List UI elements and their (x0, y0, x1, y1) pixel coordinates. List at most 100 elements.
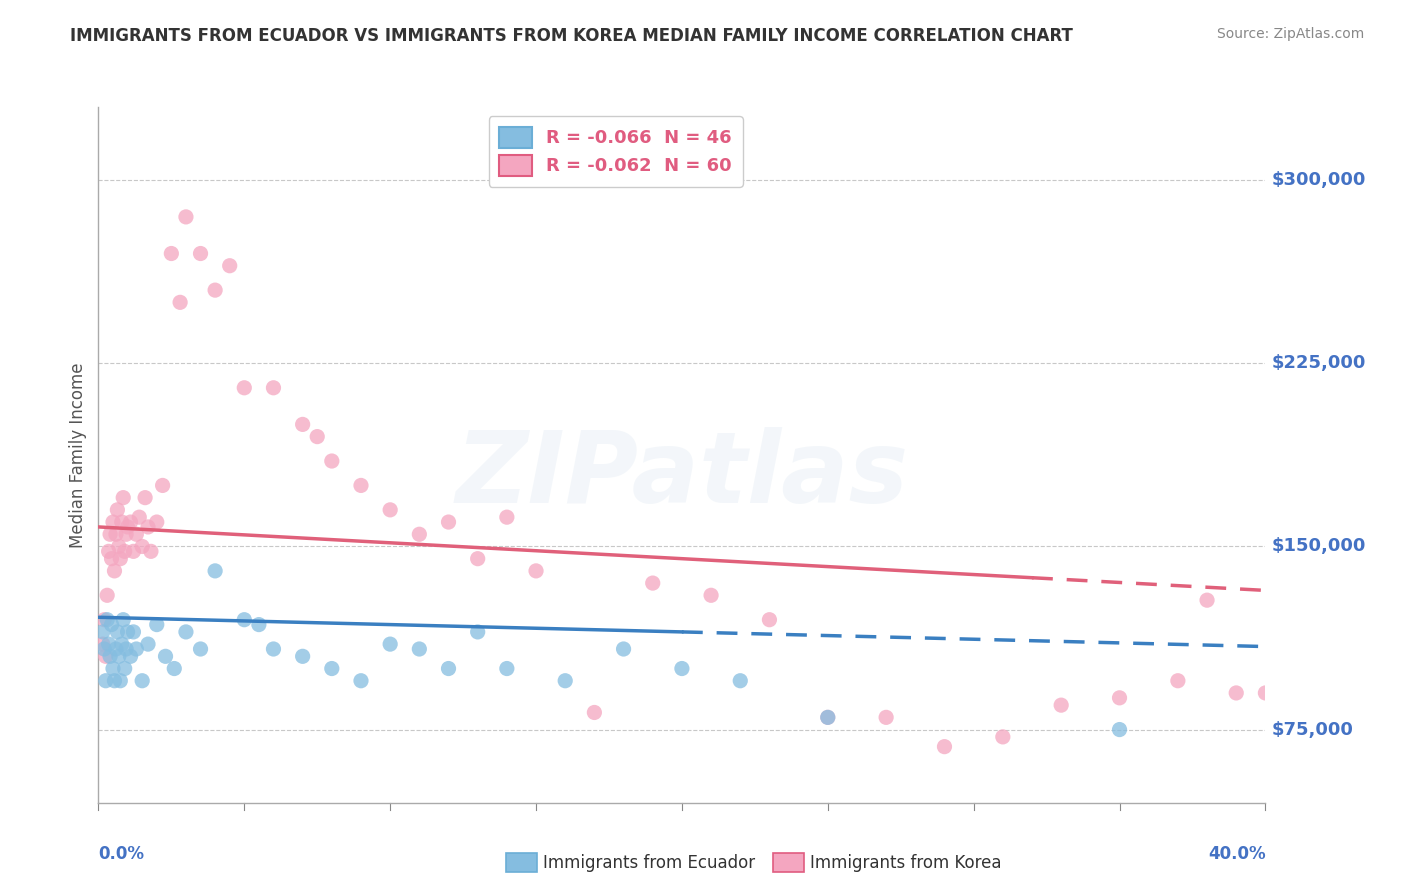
Point (204, 283, 226, 297)
Point (94, 649, 117, 664)
Point (100, 617, 122, 632)
Point (378, 637, 402, 651)
Point (97, 544, 120, 558)
Point (111, 515, 134, 529)
Text: ZIPatlas: ZIPatlas (456, 427, 908, 524)
Point (174, 210, 197, 224)
Text: $225,000: $225,000 (1271, 354, 1365, 372)
Point (169, 295, 191, 310)
Point (875, 710, 897, 724)
Point (112, 613, 135, 627)
Point (117, 520, 139, 534)
Point (700, 588, 723, 602)
Point (1108, 690, 1130, 705)
Point (152, 478, 174, 492)
Point (307, 429, 329, 443)
Text: $300,000: $300,000 (1271, 171, 1365, 189)
Point (408, 642, 430, 657)
Point (117, 624, 139, 639)
Point (218, 259, 240, 273)
Point (105, 503, 128, 517)
Point (131, 540, 153, 554)
Point (136, 637, 159, 651)
Point (321, 661, 343, 675)
Point (350, 478, 373, 492)
Point (100, 551, 122, 566)
Text: 40.0%: 40.0% (1208, 845, 1265, 863)
Point (247, 617, 270, 632)
Point (817, 710, 839, 724)
Point (104, 642, 127, 657)
Text: $150,000: $150,000 (1271, 538, 1365, 556)
Point (98, 649, 121, 664)
Point (641, 576, 664, 591)
Text: IMMIGRANTS FROM ECUADOR VS IMMIGRANTS FROM KOREA MEDIAN FAMILY INCOME CORRELATIO: IMMIGRANTS FROM ECUADOR VS IMMIGRANTS FR… (70, 27, 1073, 45)
Point (163, 661, 186, 675)
Point (190, 642, 212, 657)
Point (146, 617, 169, 632)
Point (93, 642, 115, 657)
Point (104, 527, 127, 541)
Point (115, 642, 138, 657)
Point (233, 613, 256, 627)
Point (671, 661, 693, 675)
Point (262, 642, 284, 657)
Point (321, 454, 343, 468)
Point (120, 515, 142, 529)
Point (155, 649, 177, 664)
Point (291, 649, 314, 664)
Point (1108, 723, 1130, 737)
Point (110, 673, 132, 688)
Point (174, 624, 197, 639)
Point (103, 673, 125, 688)
Point (730, 673, 752, 688)
Point (98, 527, 121, 541)
Point (612, 642, 634, 657)
Point (96, 613, 118, 627)
Point (437, 661, 460, 675)
Point (495, 510, 517, 524)
Point (204, 564, 226, 578)
Legend: R = -0.066  N = 46, R = -0.062  N = 60: R = -0.066 N = 46, R = -0.062 N = 60 (489, 116, 742, 186)
Point (467, 551, 489, 566)
Point (96, 588, 118, 602)
Point (110, 551, 132, 566)
Text: Source: ZipAtlas.com: Source: ZipAtlas.com (1216, 27, 1364, 41)
Point (134, 491, 156, 505)
Point (108, 649, 131, 664)
Point (103, 564, 125, 578)
Point (758, 613, 780, 627)
Point (114, 544, 136, 558)
Point (111, 637, 134, 651)
Point (1195, 593, 1218, 607)
Point (122, 624, 145, 639)
Point (291, 417, 314, 432)
Text: Immigrants from Ecuador: Immigrants from Ecuador (543, 854, 755, 871)
Point (120, 649, 142, 664)
Point (554, 673, 576, 688)
Point (128, 510, 150, 524)
Point (1050, 698, 1073, 713)
Point (378, 503, 402, 517)
Point (93, 613, 115, 627)
Y-axis label: Median Family Income: Median Family Income (69, 362, 87, 548)
Text: Immigrants from Korea: Immigrants from Korea (810, 854, 1001, 871)
Point (467, 624, 489, 639)
Point (524, 564, 547, 578)
Point (91, 624, 114, 639)
Text: $75,000: $75,000 (1271, 721, 1353, 739)
Point (136, 520, 159, 534)
Point (122, 544, 145, 558)
Point (114, 661, 136, 675)
Point (101, 661, 124, 675)
Point (125, 527, 148, 541)
Point (91, 637, 114, 651)
Point (262, 381, 284, 395)
Point (934, 739, 956, 754)
Point (817, 710, 839, 724)
Point (1225, 686, 1247, 700)
Point (115, 527, 138, 541)
Point (233, 381, 256, 395)
Point (1167, 673, 1189, 688)
Point (437, 515, 460, 529)
